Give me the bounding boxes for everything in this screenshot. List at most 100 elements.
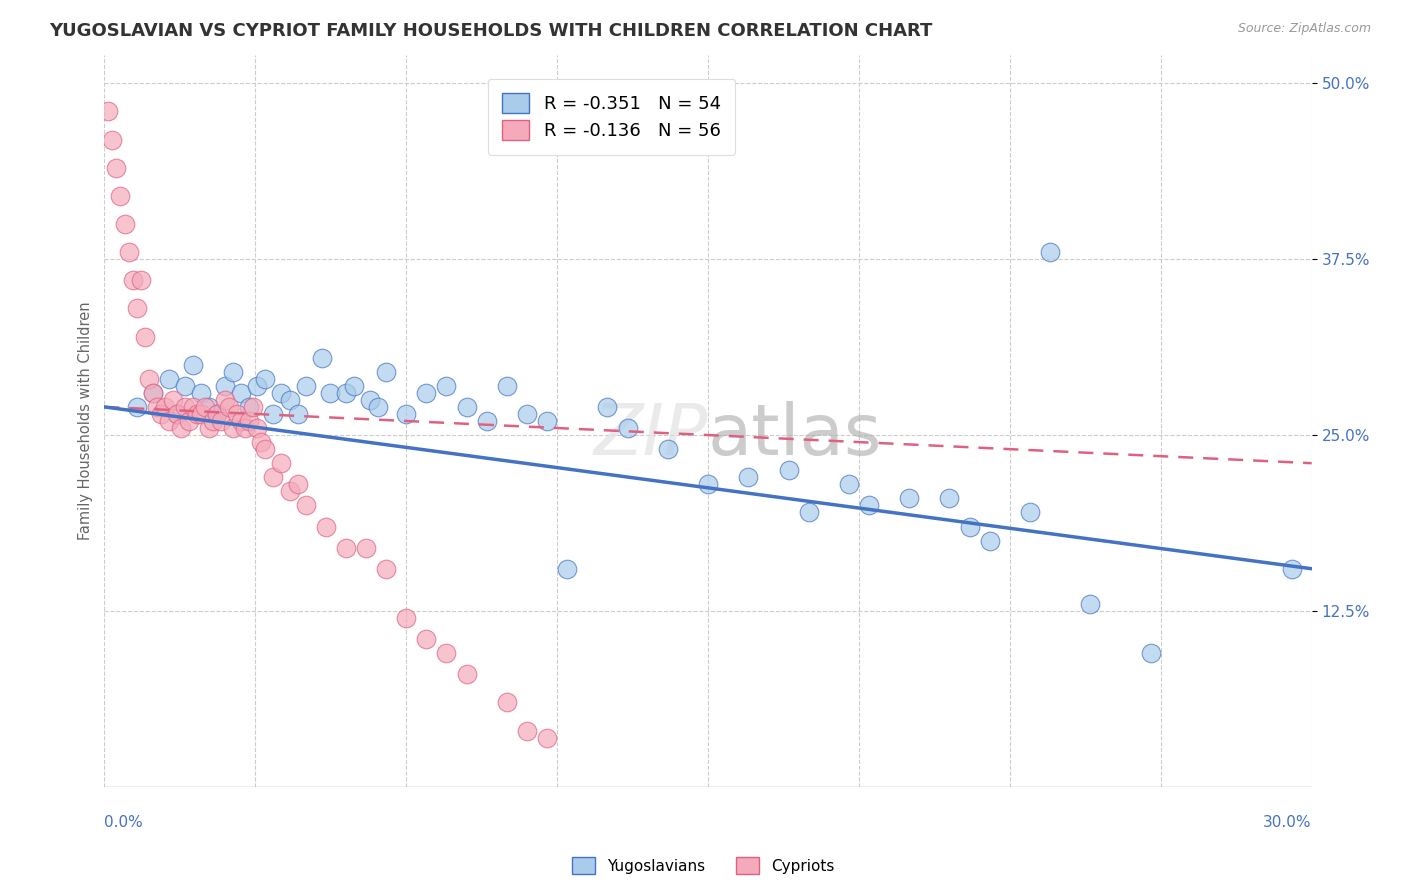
Point [436,379,458,393]
Point [129,273,152,287]
Point [238,400,260,414]
Point [121,273,143,287]
Point [173,400,195,414]
Point [315,519,337,533]
Point [1019,505,1042,519]
Point [536,731,558,745]
Point [177,414,200,428]
Point [319,385,342,400]
Point [157,372,180,386]
Point [270,456,292,470]
Point [166,407,188,421]
Point [278,392,301,407]
Point [222,365,245,379]
Point [190,407,212,421]
Point [838,477,860,491]
Point [375,562,398,576]
Point [181,400,204,414]
Point [555,562,578,576]
Point [198,421,221,435]
Point [142,385,165,400]
Point [898,491,921,506]
Text: atlas: atlas [709,401,883,470]
Point [262,407,284,421]
Point [186,407,208,421]
Point [145,400,167,414]
Point [335,541,357,555]
Point [1281,562,1303,576]
Point [697,477,720,491]
Point [209,414,232,428]
Point [205,407,228,421]
Point [596,400,619,414]
Point [270,385,292,400]
Point [343,379,366,393]
Point [125,301,148,316]
Point [218,400,240,414]
Point [254,372,277,386]
Point [110,189,132,203]
Point [153,400,176,414]
Point [262,470,284,484]
Point [134,329,156,343]
Point [194,400,217,414]
Point [157,414,180,428]
Point [311,351,333,365]
Point [242,400,264,414]
Legend: R = -0.351   N = 54, R = -0.136   N = 56: R = -0.351 N = 54, R = -0.136 N = 56 [488,78,735,154]
Point [231,414,253,428]
Point [138,372,160,386]
Point [436,646,458,660]
Point [616,421,638,435]
Point [214,379,236,393]
Point [287,477,309,491]
Point [117,245,139,260]
Point [181,358,204,372]
Point [456,400,478,414]
Legend: Yugoslavians, Cypriots: Yugoslavians, Cypriots [565,851,841,880]
Point [375,365,398,379]
Point [173,379,195,393]
Point [797,505,820,519]
Point [737,470,759,484]
Point [214,392,236,407]
Point [226,407,249,421]
Point [395,611,418,625]
Point [778,463,800,477]
Point [170,421,193,435]
Y-axis label: Family Households with Children: Family Households with Children [79,301,93,541]
Text: ZIP: ZIP [593,401,709,470]
Point [254,442,277,457]
Point [233,421,256,435]
Text: 30.0%: 30.0% [1263,814,1312,830]
Text: 0.0%: 0.0% [104,814,143,830]
Point [198,400,221,414]
Point [979,533,1001,548]
Point [536,414,558,428]
Point [222,421,245,435]
Point [475,414,498,428]
Point [354,541,377,555]
Point [516,407,538,421]
Point [456,667,478,681]
Point [495,379,517,393]
Point [190,385,212,400]
Point [938,491,960,506]
Point [231,385,253,400]
Point [495,695,517,709]
Point [202,414,225,428]
Point [238,414,260,428]
Point [142,385,165,400]
Point [858,499,880,513]
Point [335,385,357,400]
Point [114,217,136,231]
Point [1078,597,1101,611]
Point [367,400,389,414]
Point [1039,245,1062,260]
Point [959,519,981,533]
Point [105,161,128,175]
Point [250,435,273,450]
Point [415,632,437,646]
Point [97,104,120,119]
Text: YUGOSLAVIAN VS CYPRIOT FAMILY HOUSEHOLDS WITH CHILDREN CORRELATION CHART: YUGOSLAVIAN VS CYPRIOT FAMILY HOUSEHOLDS… [49,22,932,40]
